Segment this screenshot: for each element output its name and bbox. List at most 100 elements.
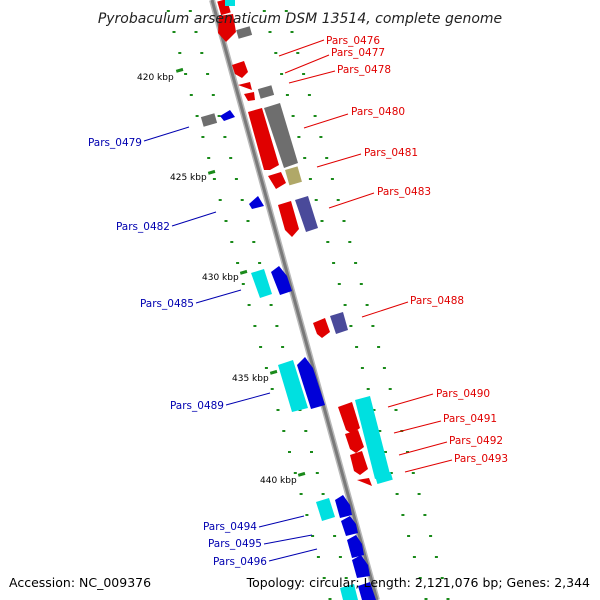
gene-label: Pars_0490 <box>436 388 490 400</box>
track-dot <box>314 199 318 201</box>
label-leaders <box>143 39 453 562</box>
gene-feature <box>341 516 358 536</box>
gene-label: Pars_0476 <box>326 35 380 47</box>
gene-feature <box>200 113 218 127</box>
gene-label: Pars_0492 <box>449 435 503 447</box>
gene-feature <box>352 555 370 578</box>
track-dot <box>206 73 210 75</box>
track-dot <box>236 262 240 264</box>
gene-features <box>200 0 393 600</box>
track-dot <box>276 409 280 411</box>
track-dot <box>307 94 311 96</box>
track-dot <box>184 73 188 75</box>
gene-label: Pars_0483 <box>377 186 431 198</box>
gene-label: Pars_0479 <box>88 137 142 149</box>
gene-feature <box>257 85 275 99</box>
track-dot <box>259 346 263 348</box>
track-dot <box>253 325 257 327</box>
track-dot <box>241 283 245 285</box>
track-dot <box>234 178 238 180</box>
track-dot <box>349 325 353 327</box>
track-dot <box>223 136 227 138</box>
gene-feature <box>236 26 253 39</box>
track-dot <box>366 388 370 390</box>
gene-feature <box>297 357 325 409</box>
gene-feature <box>316 498 335 521</box>
track-dot <box>354 262 358 264</box>
gene-feature <box>375 471 393 485</box>
track-dot <box>406 451 409 453</box>
gene-feature <box>220 110 235 121</box>
track-dot <box>240 199 244 201</box>
gene-feature <box>268 172 286 189</box>
track-dot <box>252 241 256 243</box>
track-dot <box>359 283 363 285</box>
track-dot <box>316 556 320 558</box>
track-dot <box>194 31 198 33</box>
track-dot <box>372 409 376 411</box>
gene-feature <box>278 201 299 237</box>
gene-label: Pars_0478 <box>337 64 391 76</box>
track-dot <box>247 304 251 306</box>
tick-label: 430 kbp <box>202 273 239 283</box>
track-dot <box>189 94 193 96</box>
track-dot <box>313 115 317 117</box>
track-dot <box>207 157 211 159</box>
gene-feature <box>249 196 264 209</box>
track-dot <box>304 430 308 432</box>
track-dot <box>218 199 222 201</box>
tick-mark <box>297 471 306 477</box>
track-dot <box>342 220 346 222</box>
track-dot <box>333 535 337 537</box>
track-dot <box>229 157 233 159</box>
gene-feature <box>295 196 318 232</box>
track-dot <box>262 10 266 12</box>
track-dot <box>303 157 307 159</box>
track-dot <box>417 493 421 495</box>
track-dot <box>282 430 286 432</box>
gene-label: Pars_0480 <box>351 106 405 118</box>
track-dot <box>224 220 228 222</box>
track-dot <box>332 262 336 264</box>
track-dot <box>377 346 381 348</box>
gene-feature <box>271 266 292 295</box>
gene-label: Pars_0481 <box>364 147 418 159</box>
track-dot <box>268 31 272 33</box>
track-dot <box>378 430 382 432</box>
gene-labels: Pars_0476 Pars_0477 Pars_0478 Pars_0480 … <box>88 35 508 568</box>
track-dot <box>344 577 348 579</box>
track-dot <box>424 598 428 600</box>
track-dot <box>325 157 329 159</box>
gene-feature <box>355 396 390 479</box>
track-dot <box>412 556 416 558</box>
gene-label: Pars_0491 <box>443 413 497 425</box>
track-dot <box>281 346 285 348</box>
gene-feature <box>335 495 352 518</box>
gene-feature <box>244 92 255 101</box>
gene-feature <box>238 82 252 90</box>
tick-label: 420 kbp <box>137 73 174 83</box>
position-ticks: 420 kbp 425 kbp 430 kbp 435 kbp 440 kbp <box>137 67 306 486</box>
gene-label: Pars_0477 <box>331 47 385 59</box>
track-dot <box>172 31 176 33</box>
track-dot <box>348 241 352 243</box>
track-dot <box>195 115 199 117</box>
gene-label: Pars_0496 <box>213 556 267 568</box>
tick-label: 440 kbp <box>260 476 297 486</box>
page-title: Pyrobaculum arsenaticum DSM 13514, compl… <box>98 11 502 27</box>
tick-mark <box>239 269 248 275</box>
track-dot <box>322 577 326 579</box>
track-dot <box>355 346 359 348</box>
gene-feature <box>285 166 302 186</box>
gene-feature <box>345 430 364 453</box>
track-dot <box>330 178 334 180</box>
track-dot <box>293 472 297 474</box>
track-dot <box>429 535 433 537</box>
tick-mark <box>175 67 184 73</box>
gene-feature <box>357 478 372 486</box>
gene-label: Pars_0485 <box>140 298 194 310</box>
track-dot <box>321 493 325 495</box>
track-dot <box>178 52 182 54</box>
track-dot <box>336 199 340 201</box>
